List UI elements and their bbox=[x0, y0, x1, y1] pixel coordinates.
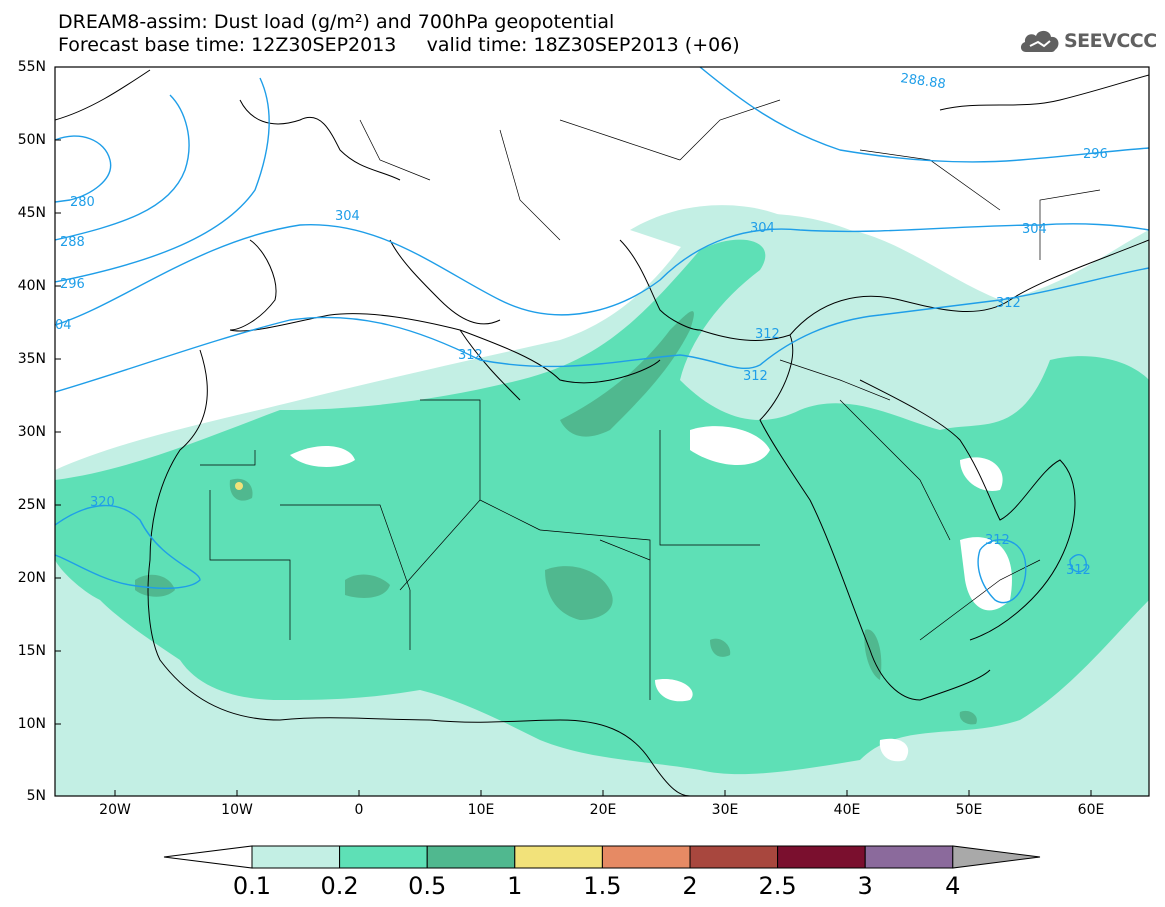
lon-label: 40E bbox=[833, 802, 861, 818]
lat-label: 35N bbox=[17, 351, 46, 367]
contour-label: 304 bbox=[335, 209, 360, 224]
colorbar-under-arrow bbox=[163, 845, 253, 869]
chart-title: DREAM8-assim: Dust load (g/m²) and 700hP… bbox=[58, 11, 615, 33]
colorbar-tick-label: 2.5 bbox=[758, 872, 797, 900]
colorbar bbox=[163, 845, 1041, 869]
contour-label: 320 bbox=[90, 495, 115, 510]
colorbar-swatch bbox=[601, 845, 691, 869]
colorbar-tick-label: 0.1 bbox=[232, 872, 272, 900]
logo-text: SEEVCCC bbox=[1064, 30, 1157, 52]
lat-label: 10N bbox=[17, 716, 46, 732]
colorbar-tick-label: 2 bbox=[682, 872, 698, 900]
axis-ticks bbox=[55, 66, 1092, 796]
lon-label: 10E bbox=[467, 802, 495, 818]
colorbar-tick-label: 3 bbox=[857, 872, 873, 900]
colorbar-swatch bbox=[251, 845, 341, 869]
colorbar-tick-label: 1 bbox=[507, 872, 523, 900]
forecast-time-line: Forecast base time: 12Z30SEP2013 valid t… bbox=[58, 34, 740, 56]
contour-label: 304 bbox=[750, 221, 775, 236]
colorbar-swatch bbox=[514, 845, 603, 869]
cloud-icon bbox=[1020, 30, 1059, 52]
dust-field-high bbox=[135, 311, 977, 725]
lon-label: 10W bbox=[221, 802, 253, 818]
lon-label: 20W bbox=[99, 802, 131, 818]
colorbar-swatch bbox=[339, 845, 428, 869]
lat-label: 45N bbox=[17, 205, 46, 221]
contour-label: 288.88 bbox=[899, 71, 946, 92]
contour-label: 04 bbox=[55, 318, 72, 333]
colorbar-tick-label: 0.2 bbox=[320, 872, 359, 900]
lon-label: 50E bbox=[955, 802, 983, 818]
contour-label: 304 bbox=[1022, 222, 1047, 237]
colorbar-swatch bbox=[864, 845, 954, 869]
colorbar-swatch bbox=[689, 845, 779, 869]
contour-label: 312 bbox=[985, 533, 1010, 548]
contour-label: 280 bbox=[70, 195, 95, 210]
geopotential-contours bbox=[55, 67, 1149, 604]
contour-label-group: 288.88 296 280 288 296 304 304 304 04 31… bbox=[55, 71, 1108, 578]
seevccc-logo: SEEVCCC bbox=[1018, 26, 1158, 58]
colorbar-swatch bbox=[426, 845, 516, 869]
lat-label: 5N bbox=[26, 788, 46, 804]
lon-label: 30E bbox=[711, 802, 739, 818]
contour-label: 312 bbox=[755, 327, 780, 342]
lat-label: 25N bbox=[17, 497, 46, 513]
contour-label: 296 bbox=[60, 277, 85, 292]
contour-label: 296 bbox=[1083, 147, 1108, 162]
coastlines bbox=[55, 69, 1149, 796]
lat-label: 40N bbox=[17, 278, 46, 294]
lat-label: 20N bbox=[17, 570, 46, 586]
contour-label: 312 bbox=[458, 348, 483, 363]
contour-label: 312 bbox=[743, 369, 768, 384]
lon-label: 0 bbox=[354, 802, 364, 818]
lat-label: 30N bbox=[17, 424, 46, 440]
contour-label: 312 bbox=[1066, 563, 1091, 578]
colorbar-tick-label: 0.5 bbox=[408, 872, 447, 900]
colorbar-tick-label: 1.5 bbox=[583, 872, 622, 900]
lon-label: 60E bbox=[1077, 802, 1105, 818]
colorbar-swatch bbox=[777, 845, 866, 869]
lat-label: 55N bbox=[17, 59, 46, 75]
dust-free-areas bbox=[290, 426, 1012, 762]
contour-label: 312 bbox=[996, 296, 1021, 311]
contour-label: 288 bbox=[60, 235, 85, 250]
lat-label: 15N bbox=[17, 643, 46, 659]
dust-peak-spot bbox=[235, 482, 243, 490]
colorbar-tick-label: 4 bbox=[945, 872, 961, 900]
country-borders bbox=[200, 99, 1101, 700]
colorbar-over-arrow bbox=[952, 845, 1041, 869]
plot-area bbox=[55, 67, 1149, 796]
lon-label: 20E bbox=[589, 802, 617, 818]
lat-label: 50N bbox=[17, 132, 46, 148]
